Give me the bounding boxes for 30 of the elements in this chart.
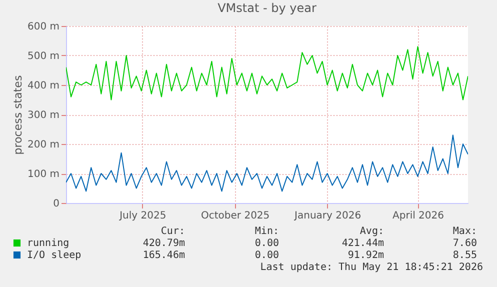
text: 91.92m (348, 250, 384, 261)
y-tick-label: 0 (53, 198, 60, 210)
x-tick-label: July 2025 (118, 210, 166, 222)
text: 0.00 (254, 250, 279, 261)
y-tick-label: 600 m (27, 22, 60, 32)
y-tick-label: 100 m (27, 169, 60, 180)
text: 0.00 (254, 238, 279, 249)
y-tick-label: 200 m (27, 140, 60, 150)
y-tick-label: 300 m (27, 110, 60, 121)
text: Min: (254, 226, 279, 237)
text: 421.44m (342, 238, 384, 249)
y-tick-label: 400 m (27, 80, 60, 92)
text: Avg: (360, 226, 384, 237)
x-tick-label: January 2026 (294, 210, 362, 222)
text: Last update: Thu May 21 18:45:21 2026 (260, 262, 483, 273)
text: Max: (452, 226, 477, 237)
x-tick-label: April 2026 (392, 210, 444, 222)
legend-label: I/O sleep (27, 250, 82, 261)
y-axis-title: process states (11, 75, 24, 155)
text: 7.60 (452, 238, 477, 249)
legend-label: running (27, 238, 70, 249)
line-series (66, 134, 468, 192)
text: 8.55 (452, 250, 477, 261)
text: 420.79m (142, 238, 185, 249)
y-tick-label: 500 m (27, 51, 60, 62)
x-tick-label: October 2025 (201, 210, 270, 222)
chart-title: VMstat - by year (218, 1, 316, 15)
text: 165.46m (142, 250, 185, 261)
line-series (66, 46, 468, 100)
text: Cur: (160, 226, 185, 237)
